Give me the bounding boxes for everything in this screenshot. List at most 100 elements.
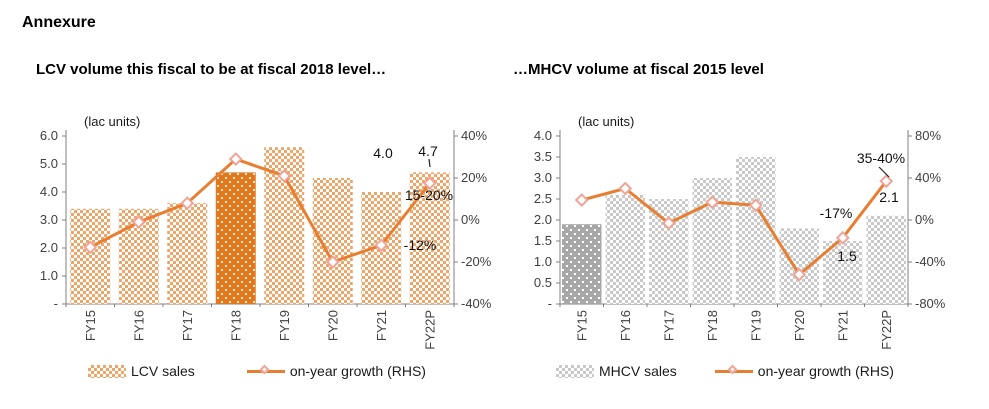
left-axis-tick-label: - [54,296,58,311]
x-tick-label-FY15: FY15 [574,310,589,341]
left-axis-tick-label: - [548,296,552,311]
chart-panel-mhcv: …MHCV volume at fiscal 2015 level (lac u… [505,60,989,379]
left-axis-tick-label: 0.5 [534,275,552,290]
marker-FY20 [792,267,807,282]
marker-FY17 [180,196,195,211]
left-axis-tick-label: 6.0 [40,128,58,143]
left-axis-tick-label: 3.0 [534,170,552,185]
left-axis-tick-label: 1.0 [534,254,552,269]
diamond-marker-icon [259,364,270,374]
x-tick-label-FY17: FY17 [661,310,676,341]
annotation-leader [428,158,431,168]
annotation-label: 4.7 [418,143,438,159]
marker-FY22P [879,174,894,189]
bar-FY21 [823,241,863,304]
mhcv-line-legend-label: on-year growth (RHS) [757,363,894,379]
mhcv-chart: (lac units)4.03.53.02.52.01.51.00.5-80%4… [534,114,946,350]
bar-FY15 [70,208,111,304]
mhcv-bar-legend-label: MHCV sales [599,363,677,379]
x-tick-label-FY22P: FY22P [422,310,437,350]
right-axis-tick-label: -40% [461,296,492,311]
bar-FY16 [605,194,645,304]
annotation-label: 2.1 [879,189,899,205]
x-tick-label-FY20: FY20 [325,310,340,341]
annotation-label: 1.5 [837,248,857,264]
left-axis-tick-label: 2.5 [534,191,552,206]
annotation-label: 15-20% [405,187,453,203]
marker-FY15 [83,240,98,255]
left-axis-tick-label: 1.0 [40,268,58,283]
left-axis-tick-label: 3.0 [40,212,58,227]
axis-unit-label: (lac units) [578,114,634,129]
left-axis-tick-label: 4.0 [534,128,552,143]
diamond-marker-icon [727,364,738,374]
annotation-leader [878,166,890,178]
mhcv-chart-title: …MHCV volume at fiscal 2015 level [513,61,764,78]
chart-panel-lcv: LCV volume this fiscal to be at fiscal 2… [20,60,505,379]
x-tick-label-FY18: FY18 [705,310,720,341]
page-title: Annexure [22,14,96,31]
marker-FY21 [835,230,850,245]
left-axis-tick-label: 2.0 [534,212,552,227]
marker-FY15 [574,193,589,207]
right-axis-tick-label: 80% [915,128,941,143]
right-axis-tick-label: -80% [915,296,946,311]
x-tick-label-FY20: FY20 [792,310,807,341]
marker-FY22P [422,176,437,191]
growth-line [580,179,888,277]
bar-FY20 [779,228,819,304]
mhcv-bar-swatch-icon [556,364,594,378]
right-axis-tick-label: 40% [915,170,941,185]
mhcv-line-swatch-icon [714,364,753,378]
x-tick-label-FY21: FY21 [374,310,389,341]
mhcv-legend: MHCV sales on-year growth (RHS) [505,363,989,379]
bar-FY15 [562,224,602,304]
marker-FY18 [228,152,243,167]
x-tick-label-FY18: FY18 [228,310,243,341]
x-tick-label-FY16: FY16 [131,310,146,341]
marker-FY21 [374,238,389,253]
bar-FY22P [409,172,450,304]
right-axis-tick-label: 0% [461,212,480,227]
right-axis-tick-label: 40% [461,128,487,143]
annotation-label: 4.0 [373,145,393,161]
annotation-label: -12% [404,237,437,253]
lcv-line-legend-label: on-year growth (RHS) [289,363,426,379]
lcv-bar-swatch-icon [88,364,126,378]
left-axis-tick-label: 2.0 [40,240,58,255]
lcv-legend: LCV sales on-year growth (RHS) [20,363,505,379]
left-axis-tick-label: 1.5 [534,233,552,248]
right-axis-tick-label: -40% [915,254,946,269]
marker-FY16 [131,215,146,230]
lcv-line-swatch-icon [246,364,285,378]
lcv-chart: (lac units)6.05.04.03.02.01.0-40%20%0%-2… [40,114,492,350]
bar-FY18 [215,172,256,304]
x-tick-label-FY21: FY21 [835,310,850,341]
x-tick-label-FY17: FY17 [180,310,195,341]
x-tick-label-FY19: FY19 [748,310,763,341]
bar-FY20 [312,178,353,304]
right-axis-tick-label: 0% [915,212,934,227]
left-axis-tick-label: 3.5 [534,149,552,164]
marker-FY16 [618,181,633,196]
bar-FY17 [649,199,689,304]
marker-FY19 [277,168,292,183]
left-axis-tick-label: 5.0 [40,156,58,171]
marker-FY18 [705,195,720,210]
bar-FY22P [866,215,906,304]
x-tick-label-FY19: FY19 [277,310,292,341]
right-axis-tick-label: -20% [461,254,492,269]
lcv-bar-legend-label: LCV sales [131,363,195,379]
marker-FY19 [748,198,763,213]
annotation-label: -17% [820,205,853,221]
axis-unit-label: (lac units) [84,114,140,129]
marker-FY17 [661,216,676,231]
lcv-chart-title: LCV volume this fiscal to be at fiscal 2… [36,61,387,78]
x-tick-label-FY16: FY16 [618,310,633,341]
bar-FY19 [736,157,776,304]
left-axis-tick-label: 4.0 [40,184,58,199]
growth-line [88,157,432,264]
right-axis-tick-label: 20% [461,170,487,185]
x-tick-label-FY22P: FY22P [879,310,894,350]
bar-FY17 [167,203,208,304]
